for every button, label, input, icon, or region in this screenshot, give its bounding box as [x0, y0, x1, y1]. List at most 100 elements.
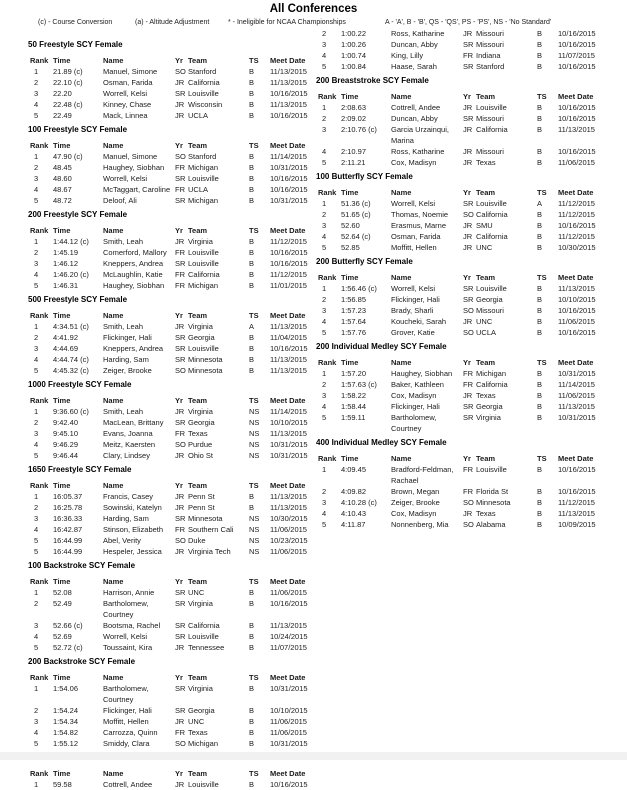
cell-team: Florida St — [476, 487, 509, 496]
cell-yr: SO — [463, 306, 474, 315]
column-header: Time — [341, 273, 359, 282]
cell-team: Tennessee — [188, 643, 225, 652]
cell-meet-date: 10/31/2015 — [270, 440, 308, 449]
results-column-left: 50 Freestyle SCY Female Rank Time Name Yr Tea… — [28, 36, 318, 790]
cell-time: 4:34.51 (c) — [53, 322, 89, 331]
column-header: Meet Date — [558, 273, 594, 282]
cell-team: Missouri — [476, 40, 504, 49]
cell-name: Kinney, Chase — [103, 100, 152, 109]
cell-yr: SO — [463, 328, 474, 337]
cell-team: Indiana — [476, 51, 501, 60]
report-page: All Conferences (c) - Course Conversion … — [0, 3, 627, 789]
table-row: 3 1:54.34 Moffitt, Hellen JR UNC B 11/06/2015 — [28, 716, 318, 727]
cell-yr: JR — [463, 29, 473, 38]
cell-ts: NS — [249, 547, 260, 556]
cell-ts: NS — [249, 451, 260, 460]
table-row: 4 9:46.29 Meitz, Kaersten SO Purdue NS 10/31/2… — [28, 439, 318, 450]
cell-time: 1:00.74 — [341, 51, 367, 60]
horizontal-scrollbar[interactable] — [0, 752, 627, 760]
table-row: 4 48.67 McTaggart, Caroline FR UCLA B 10/16/20… — [28, 184, 318, 195]
column-header: Yr — [463, 188, 471, 197]
event-section: 100 Freestyle SCY Female Rank Time Name Yr Te… — [28, 124, 318, 206]
cell-ts: B — [249, 717, 255, 726]
cell-time: 2:08.63 — [341, 103, 367, 112]
cell-team: California — [476, 380, 508, 389]
legend-ineligible-note: * - Ineligible for NCAA Championships — [228, 19, 346, 26]
cell-team: Wisconsin — [188, 100, 223, 109]
event-section: 200 Freestyle SCY Female Rank Time Name Yr Te… — [28, 209, 318, 291]
cell-rank: 5 — [322, 328, 327, 337]
table-header-row: Rank Time Name Yr Team TS Meet Date — [28, 576, 318, 587]
cell-rank: 1 — [34, 588, 39, 597]
table-row: 3 52.66 (c) Bootsma, Rachel SR California B 11… — [28, 620, 318, 631]
cell-meet-date: 10/16/2015 — [270, 344, 308, 353]
cell-time: 1:59.11 — [341, 413, 366, 422]
table-row: 2 1:54.24 Flickinger, Hali SR Georgia B 10/10/… — [28, 705, 318, 716]
column-header: Team — [476, 273, 496, 282]
cell-rank: 3 — [34, 514, 39, 523]
column-header: Yr — [463, 273, 471, 282]
column-header: Rank — [318, 454, 337, 463]
table-row: 5 16:44.99 Hespeler, Jessica JR Virginia Tec… — [28, 546, 318, 557]
column-header: Name — [103, 577, 124, 586]
cell-time: 4:11.87 — [341, 520, 366, 529]
results-column-right: 2 1:00.22 Ross, Katharine JR Missouri B 10/16/… — [316, 28, 606, 530]
cell-meet-date: 11/13/2015 — [558, 125, 595, 134]
column-header: Meet Date — [270, 311, 306, 320]
event-title: 200 Backstroke SCY Female — [28, 657, 136, 666]
table-row: 3 16:36.33 Harding, Sam SR Minnesota NS 10/30/… — [28, 513, 318, 524]
column-header: Team — [476, 358, 496, 367]
column-header: Meet Date — [558, 358, 594, 367]
cell-time: 2:10.97 — [341, 147, 367, 156]
column-header: Yr — [175, 226, 183, 235]
column-header: Yr — [175, 481, 183, 490]
table-header-row: Rank Time Name Yr Team TS Meet Date — [316, 453, 606, 464]
cell-yr: SR — [463, 114, 474, 123]
cell-ts: B — [249, 684, 255, 693]
cell-yr: FR — [175, 728, 185, 737]
cell-yr: FR — [175, 163, 185, 172]
column-header: Name — [391, 92, 412, 101]
cell-team: California — [188, 78, 220, 87]
column-header: Yr — [175, 311, 183, 320]
cell-yr: SR — [175, 355, 186, 364]
cell-ts: NS — [249, 429, 260, 438]
cell-team: Penn St — [188, 503, 215, 512]
cell-ts: B — [537, 402, 543, 411]
cell-meet-date: 10/16/2015 — [558, 306, 596, 315]
cell-name: McTaggart, Caroline — [103, 185, 171, 194]
cell-yr: FR — [175, 525, 185, 534]
cell-meet-date: 10/16/2015 — [558, 487, 596, 496]
cell-time: 1:54.34 — [53, 717, 79, 726]
cell-meet-date: 10/16/2015 — [270, 780, 308, 789]
cell-time: 2:11.21 — [341, 158, 366, 167]
cell-meet-date: 11/06/2015 — [270, 717, 307, 726]
cell-team: Missouri — [476, 306, 504, 315]
cell-name: Flickinger, Hali — [391, 295, 440, 304]
cell-rank: 2 — [322, 295, 327, 304]
cell-meet-date: 10/31/2015 — [270, 739, 308, 748]
cell-time: 1:45.19 — [53, 248, 79, 257]
table-header-row: Rank Time Name Yr Team TS Meet Date — [28, 55, 318, 66]
cell-yr: SO — [175, 366, 186, 375]
table-row: 5 1:55.12 Smiddy, Clara SO Michigan B 10/31/20… — [28, 738, 318, 749]
cell-ts: B — [537, 295, 543, 304]
table-header-row: Rank Time Name Yr Team TS Meet Date — [28, 225, 318, 236]
cell-meet-date: 10/10/2015 — [270, 706, 308, 715]
cell-ts: B — [249, 355, 255, 364]
cell-name: Flickinger, Hali — [103, 706, 152, 715]
cell-name: Garcia Urzainqui, Marina — [391, 125, 449, 145]
cell-time: 16:05.37 — [53, 492, 83, 501]
table-row: 2 51.65 (c) Thomas, Noemie SO California B 11/… — [316, 209, 606, 220]
cell-team: Virginia — [188, 322, 213, 331]
cell-name: Meitz, Kaersten — [103, 440, 156, 449]
cell-yr: JR — [175, 237, 185, 246]
cell-meet-date: 10/31/2015 — [558, 369, 596, 378]
table-row: 2 9:42.40 MacLean, Brittany SR Georgia NS 10/1… — [28, 417, 318, 428]
table-row: 4 1:46.20 (c) McLaughlin, Katie FR Californi… — [28, 269, 318, 280]
column-header: Meet Date — [270, 481, 306, 490]
cell-time: 1:54.06 — [53, 684, 79, 693]
cell-time: 1:56.46 (c) — [341, 284, 377, 293]
cell-time: 52.49 — [53, 599, 72, 608]
cell-rank: 5 — [322, 243, 327, 252]
